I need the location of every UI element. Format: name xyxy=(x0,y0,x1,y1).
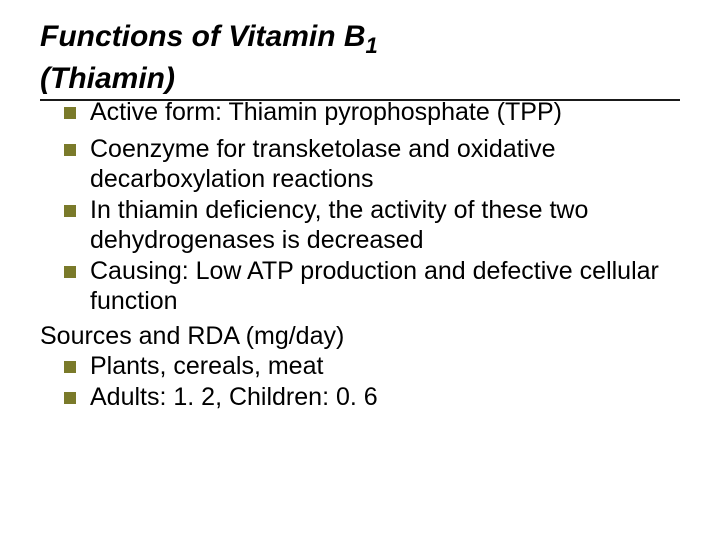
list-item: Active form: Thiamin pyrophosphate (TPP) xyxy=(40,97,680,128)
bullet-text: Coenzyme for transketolase and oxidative… xyxy=(90,134,680,195)
list-item: Causing: Low ATP production and defectiv… xyxy=(40,256,680,317)
list-item: Coenzyme for transketolase and oxidative… xyxy=(40,134,680,195)
bullet-text: Causing: Low ATP production and defectiv… xyxy=(90,256,680,317)
bullet-text: Adults: 1. 2, Children: 0. 6 xyxy=(90,382,680,413)
subheading: Sources and RDA (mg/day) xyxy=(40,321,680,352)
title-subscript: 1 xyxy=(366,33,378,58)
title-text-part1: Functions of Vitamin B xyxy=(40,20,366,53)
bullet-icon xyxy=(64,266,76,278)
slide: Functions of Vitamin B1 (Thiamin) Active… xyxy=(0,0,720,540)
bullet-icon xyxy=(64,361,76,373)
bullet-icon xyxy=(64,392,76,404)
list-item: Adults: 1. 2, Children: 0. 6 xyxy=(40,382,680,413)
bullet-icon xyxy=(64,205,76,217)
title-text-part2: (Thiamin) xyxy=(40,62,175,95)
list-item: Plants, cereals, meat xyxy=(40,351,680,382)
bullet-icon xyxy=(64,107,76,119)
bullet-text: Plants, cereals, meat xyxy=(90,351,680,382)
bullet-text: In thiamin deficiency, the activity of t… xyxy=(90,195,680,256)
bullet-icon xyxy=(64,144,76,156)
slide-body: Active form: Thiamin pyrophosphate (TPP)… xyxy=(40,97,680,412)
bullet-text: Active form: Thiamin pyrophosphate (TPP) xyxy=(90,97,680,128)
slide-title: Functions of Vitamin B1 (Thiamin) xyxy=(40,18,680,101)
list-item: In thiamin deficiency, the activity of t… xyxy=(40,195,680,256)
